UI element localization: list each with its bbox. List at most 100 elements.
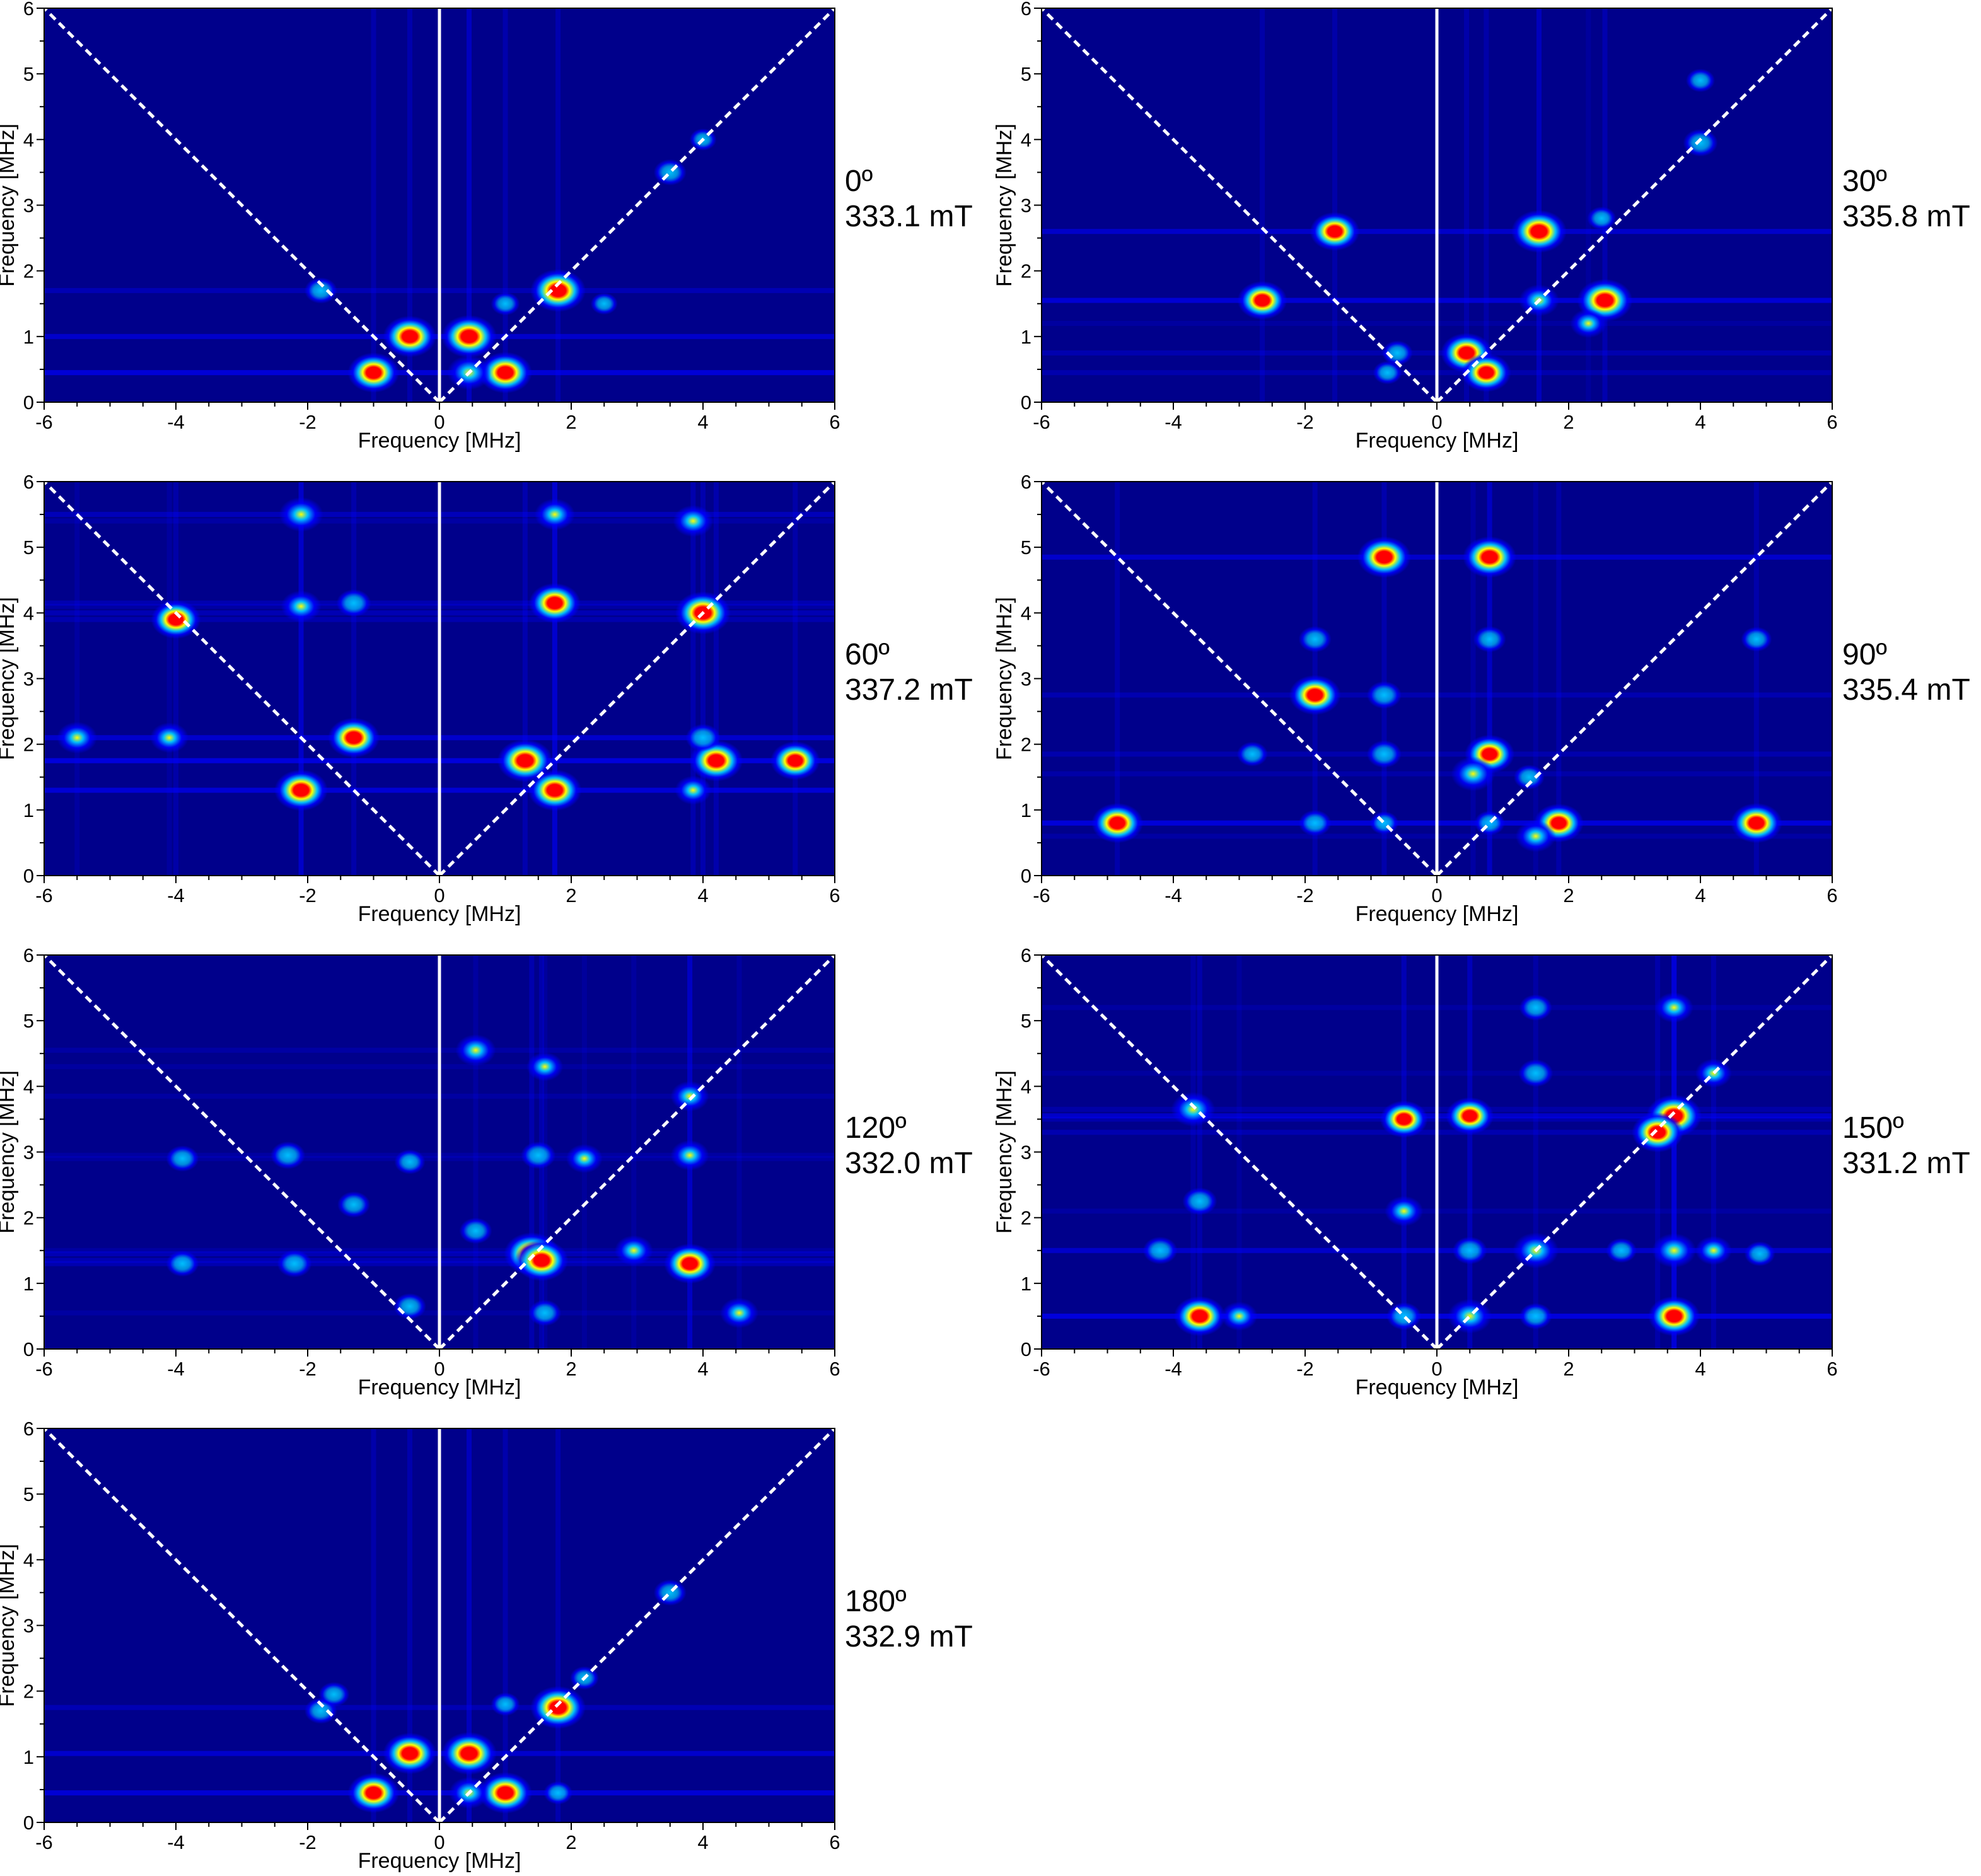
spectral-peak (1298, 809, 1332, 837)
y-tick-label: 6 (1021, 0, 1031, 20)
spectral-peak (1744, 1241, 1775, 1266)
ridge-vertical (371, 1428, 376, 1822)
ridge-vertical (298, 482, 304, 876)
y-tick-label: 2 (23, 260, 34, 282)
ridge-vertical (298, 482, 304, 876)
y-tick-label: 1 (1021, 799, 1031, 821)
x-tick-label: 6 (829, 1358, 840, 1380)
spectral-peak (514, 1239, 569, 1282)
x-tick-label: -2 (299, 411, 317, 433)
antidiagonal-line (44, 955, 441, 1349)
x-tick-label: 0 (1431, 411, 1442, 433)
y-tick-label: 6 (1021, 471, 1031, 493)
x-tick-label: 6 (829, 884, 840, 906)
antidiagonal-line (44, 482, 441, 876)
y-tick-label: 4 (23, 1075, 34, 1097)
y-axis-label: Frequency [MHz] (0, 124, 19, 287)
y-tick-label: 1 (1021, 326, 1031, 348)
spectral-peak (394, 1149, 426, 1174)
spectral-peak (528, 1299, 562, 1326)
y-tick-label: 5 (1021, 1010, 1031, 1032)
x-tick-label: -4 (1165, 884, 1182, 906)
spectral-peak (664, 1243, 716, 1284)
spectrum-panel: -6 -4 -2 0 2 4 6 0 1 2 3 4 5 6 Frequency [MHz] Frequenc… (0, 944, 973, 1399)
ridge-vertical (503, 1428, 508, 1822)
panel-field-label: 337.2 mT (845, 673, 973, 707)
x-tick-label: 2 (1563, 411, 1574, 433)
spectral-peak (166, 1145, 199, 1172)
spectral-peak (719, 1297, 758, 1328)
spectral-peak (530, 269, 586, 312)
y-tick-label: 4 (1021, 602, 1031, 624)
ridge-vertical (1533, 482, 1538, 876)
spectral-peak (304, 277, 337, 304)
spectral-peak (1091, 802, 1144, 843)
spectral-peak (653, 159, 687, 186)
ridge-vertical (1467, 955, 1473, 1349)
ridge-vertical (555, 1428, 561, 1822)
y-tick-label: 3 (23, 195, 34, 217)
x-tick-label: -2 (1296, 411, 1314, 433)
x-tick-label: -2 (1296, 884, 1314, 906)
y-tick-label: 1 (23, 1273, 34, 1295)
ridge-vertical (1533, 955, 1538, 1349)
diagonal-line (1436, 8, 1832, 402)
spectral-peak (1570, 309, 1607, 338)
y-tick-label: 0 (1021, 865, 1031, 887)
panel-angle-label: 120º (845, 1111, 907, 1145)
y-tick-label: 5 (1021, 63, 1031, 85)
y-tick-label: 0 (1021, 1338, 1031, 1360)
antidiagonal-line (44, 8, 441, 402)
spectral-peak (166, 1250, 199, 1277)
y-tick-label: 3 (1021, 195, 1031, 217)
y-tick-label: 5 (1021, 536, 1031, 559)
spectral-peak (614, 1235, 653, 1266)
panel-field-label: 333.1 mT (845, 200, 973, 233)
ridge-vertical (1470, 482, 1476, 876)
x-tick-label: 0 (1431, 1358, 1442, 1380)
spectrum-panel: -6 -4 -2 0 2 4 6 0 1 2 3 4 5 6 Frequency [MHz] Frequenc… (0, 0, 973, 453)
x-tick-label: -4 (167, 411, 185, 433)
x-tick-label: -4 (167, 1831, 185, 1853)
antidiagonal-line (1042, 955, 1438, 1349)
spectral-peak (151, 600, 201, 639)
x-tick-label: 2 (566, 411, 576, 433)
spectral-peak (318, 1682, 350, 1707)
panel-angle-label: 0º (845, 165, 873, 198)
spectral-peak (543, 1781, 573, 1805)
y-axis-label: Frequency [MHz] (0, 597, 19, 760)
x-tick-label: -6 (35, 884, 53, 906)
spectrum-panel: -6 -4 -2 0 2 4 6 0 1 2 3 4 5 6 Frequency [MHz] Frequenc… (992, 944, 1970, 1399)
spectral-peak (1652, 1233, 1697, 1268)
x-tick-label: -6 (1033, 884, 1050, 906)
panel-field-label: 332.9 mT (845, 1620, 973, 1653)
spectral-peak (1451, 756, 1496, 791)
x-tick-label: 6 (829, 411, 840, 433)
spectral-peak (1366, 681, 1402, 709)
x-tick-label: -4 (1165, 411, 1182, 433)
x-tick-label: 0 (1431, 884, 1442, 906)
spectral-peak (383, 1732, 437, 1775)
spectral-peak (347, 1773, 400, 1813)
y-tick-label: 6 (23, 0, 34, 20)
y-axis-label: Frequency [MHz] (992, 124, 1016, 287)
y-tick-label: 3 (23, 1142, 34, 1164)
panel-angle-label: 60º (845, 638, 890, 671)
ridge-vertical (700, 482, 706, 876)
spectral-peak (1289, 675, 1341, 715)
x-axis-label: Frequency [MHz] (1356, 902, 1519, 926)
y-tick-label: 6 (1021, 944, 1031, 966)
y-tick-label: 5 (23, 1483, 34, 1505)
spectral-peak (479, 1772, 532, 1814)
ridge-vertical (1711, 955, 1716, 1349)
x-tick-label: 4 (697, 411, 708, 433)
spectral-peak (274, 769, 328, 811)
ridge-vertical (555, 8, 561, 402)
ridge-vertical (467, 1428, 472, 1822)
x-tick-label: 2 (566, 1358, 576, 1380)
ridge-vertical (713, 482, 719, 876)
ridge-vertical (298, 482, 304, 876)
ridge-vertical (74, 482, 80, 876)
y-axis-label: Frequency [MHz] (992, 1070, 1016, 1234)
panel-angle-label: 30º (1842, 165, 1887, 198)
